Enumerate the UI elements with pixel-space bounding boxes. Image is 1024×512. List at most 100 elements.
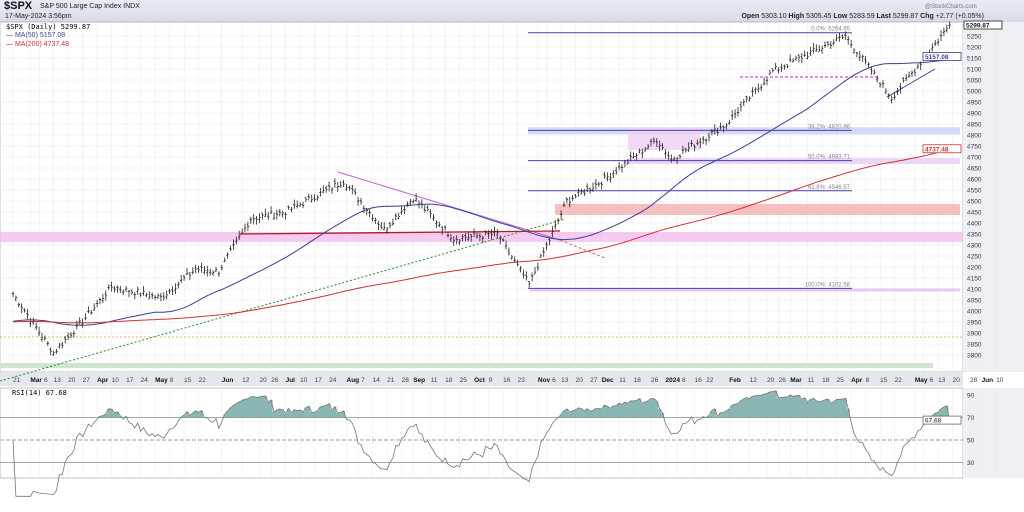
ohlc-bar xyxy=(354,188,357,196)
ohlc-bar xyxy=(687,142,690,153)
ma50-tag xyxy=(922,52,962,61)
x-tick-label: 16 xyxy=(695,377,703,384)
uptrend-line xyxy=(0,218,566,382)
ohlc-bar xyxy=(513,256,516,263)
fib-level-label: 50.0%: 4683.71 xyxy=(808,155,851,161)
ohlc-bar xyxy=(281,210,284,218)
ohlc-bar xyxy=(136,286,139,295)
ohlc-bar xyxy=(557,217,560,225)
ohlc-bar xyxy=(794,55,798,61)
ohlc-bar xyxy=(217,271,221,277)
ohlc-bar xyxy=(768,69,772,75)
ohlc-bar xyxy=(594,179,598,190)
ohlc-bar xyxy=(133,292,136,300)
ohlc-bar xyxy=(867,62,870,68)
last-label: Last xyxy=(876,13,891,20)
ohlc-bar xyxy=(548,237,551,246)
ohlc-bar xyxy=(142,286,145,296)
x-tick-label: 22 xyxy=(895,377,903,384)
ohlc-bar xyxy=(69,332,73,339)
ohlc-bar xyxy=(762,77,766,86)
ohlc-bar xyxy=(168,288,171,295)
ohlc-bar xyxy=(748,96,751,102)
ma50-line xyxy=(12,58,950,326)
ohlc-bar xyxy=(696,139,699,146)
fib-level-label: 0.0%: 5264.85 xyxy=(811,27,850,33)
ohlc-bar xyxy=(252,214,255,225)
ohlc-bar xyxy=(815,44,818,52)
ohlc-bar xyxy=(591,182,595,192)
ohlc-bar xyxy=(319,188,322,197)
ohlc-bar xyxy=(185,267,189,276)
ohlc-bar xyxy=(510,254,513,260)
ohlc-bar xyxy=(588,187,592,194)
ohlc-bar xyxy=(905,74,908,82)
ohlc-bar xyxy=(37,326,41,337)
x-tick-label: 23 xyxy=(518,377,526,384)
ohlc-bar xyxy=(443,225,447,231)
timestamp: 17-May-2024 3:56pm xyxy=(5,13,72,20)
ohlc-bar xyxy=(467,232,470,242)
rising-trendline xyxy=(886,68,936,98)
y-tick-label: 4800 xyxy=(967,133,982,140)
x-tick-label: 20 xyxy=(68,377,76,384)
ohlc-bar xyxy=(551,226,554,238)
x-tick-label: 12 xyxy=(242,377,250,384)
ohlc-bar xyxy=(913,68,917,77)
last-value: 5299.87 xyxy=(892,13,919,20)
x-tick-label: Jun xyxy=(982,377,994,384)
x-tick-label: Feb xyxy=(729,377,741,384)
ohlc-bar xyxy=(707,132,711,142)
ohlc-bar xyxy=(670,154,673,163)
ohlc-bar xyxy=(881,80,885,89)
ohlc-bar xyxy=(742,99,745,106)
ohlc-bar xyxy=(826,41,830,47)
y-tick-label: 5050 xyxy=(967,78,982,85)
ohlc-bar xyxy=(232,239,235,251)
ohlc-bar xyxy=(710,129,714,136)
ohlc-bar xyxy=(342,179,345,188)
ohlc-bar xyxy=(336,182,339,192)
y-tick-label: 4500 xyxy=(967,199,982,206)
ohlc-bar xyxy=(174,283,177,295)
ohlc-bar xyxy=(304,196,308,202)
ohlc-bar xyxy=(122,289,125,296)
ohlc-bar xyxy=(797,54,801,63)
x-tick-label: 25 xyxy=(837,377,845,384)
ohlc-bar xyxy=(658,140,661,152)
x-tick-label: 20 xyxy=(953,377,961,384)
x-tick-label: 24 xyxy=(329,377,337,384)
ohlc-bar xyxy=(362,205,366,213)
ohlc-bar xyxy=(873,69,876,75)
ohlc-bar xyxy=(681,145,685,154)
y-tick-label: 3800 xyxy=(967,353,982,360)
ohlc-bar xyxy=(545,241,548,251)
open-value: 5303.10 xyxy=(761,13,787,20)
ohlc-bar xyxy=(206,265,209,277)
fib-level-label: 38.2%: 4820.86 xyxy=(808,124,851,130)
ohlc-bar xyxy=(87,306,90,314)
ohlc-bar xyxy=(675,156,679,164)
ohlc-bar xyxy=(211,270,215,276)
ohlc-bar xyxy=(258,213,261,224)
ma200-tag xyxy=(922,144,962,154)
ohlc-bar xyxy=(728,119,731,125)
fib-level-label: 61.8%: 4546.57 xyxy=(808,185,851,191)
ohlc-bar xyxy=(95,299,99,308)
ohlc-bar xyxy=(620,164,624,173)
ohlc-bar xyxy=(907,71,911,78)
ohlc-bar xyxy=(255,216,258,225)
ohlc-bar xyxy=(522,269,525,279)
ohlc-bar xyxy=(148,291,151,300)
x-tick-label: 27 xyxy=(590,377,598,384)
y-tick-label: 4550 xyxy=(967,188,982,195)
ohlc-bar xyxy=(939,29,943,42)
y-tick-label: 4000 xyxy=(967,309,982,316)
ohlc-bar xyxy=(916,63,919,69)
x-tick-label: 8 xyxy=(682,377,686,384)
ohlc-bar xyxy=(14,295,18,302)
ohlc-bar xyxy=(722,125,725,133)
ohlc-bar xyxy=(475,232,479,239)
ohlc-bar xyxy=(481,235,484,243)
x-tick-label: Apr xyxy=(97,377,109,384)
